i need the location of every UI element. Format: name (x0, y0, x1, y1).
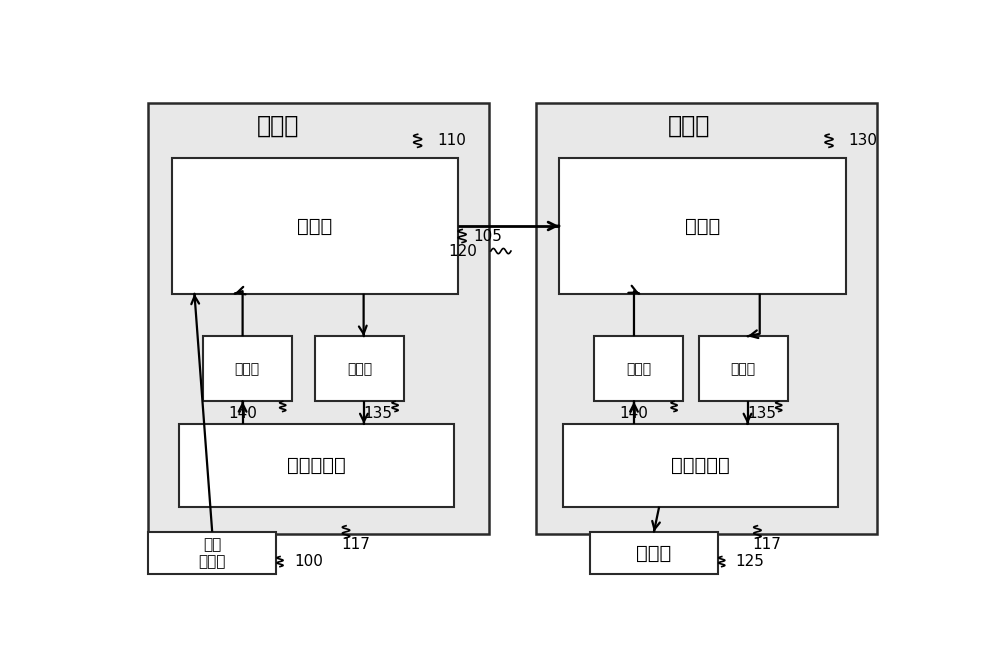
Text: 视频
数据源: 视频 数据源 (198, 537, 226, 569)
Text: 编码器: 编码器 (730, 362, 756, 376)
Text: 130: 130 (848, 133, 877, 148)
Text: 125: 125 (736, 554, 765, 569)
FancyBboxPatch shape (594, 337, 683, 402)
Text: 解码器: 解码器 (685, 217, 720, 236)
FancyBboxPatch shape (202, 337, 292, 402)
Text: 编码器: 编码器 (347, 362, 372, 376)
Text: 135: 135 (747, 406, 776, 421)
Text: 110: 110 (437, 133, 466, 148)
FancyBboxPatch shape (315, 337, 404, 402)
Text: 接收器: 接收器 (668, 114, 710, 138)
Text: 105: 105 (474, 229, 503, 243)
Text: 压缩参考帧: 压缩参考帧 (287, 456, 346, 475)
Text: 100: 100 (294, 554, 323, 569)
FancyBboxPatch shape (172, 158, 458, 294)
Text: 显示器: 显示器 (636, 544, 672, 562)
FancyBboxPatch shape (536, 104, 877, 534)
FancyBboxPatch shape (179, 424, 454, 506)
FancyBboxPatch shape (698, 337, 788, 402)
Text: 135: 135 (363, 406, 392, 421)
FancyBboxPatch shape (559, 158, 846, 294)
Text: 140: 140 (620, 406, 648, 421)
Text: 120: 120 (449, 243, 478, 258)
Text: 117: 117 (752, 537, 781, 552)
Text: 发射器: 发射器 (257, 114, 299, 138)
FancyBboxPatch shape (563, 424, 838, 506)
Text: 117: 117 (341, 537, 370, 552)
FancyBboxPatch shape (148, 532, 276, 574)
FancyBboxPatch shape (148, 104, 489, 534)
Text: 解码器: 解码器 (626, 362, 651, 376)
FancyBboxPatch shape (590, 532, 718, 574)
Text: 压缩参考帧: 压缩参考帧 (671, 456, 730, 475)
Text: 140: 140 (228, 406, 257, 421)
Text: 编码器: 编码器 (297, 217, 332, 236)
Text: 解码器: 解码器 (234, 362, 260, 376)
